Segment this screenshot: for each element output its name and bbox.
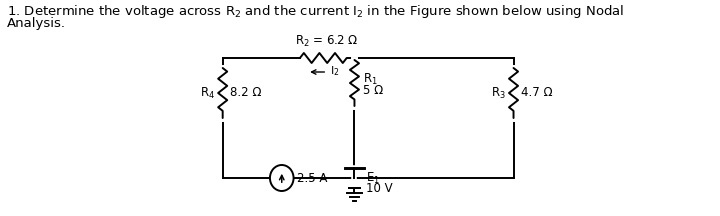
Text: R$_2$ = 6.2 Ω: R$_2$ = 6.2 Ω: [295, 34, 359, 49]
Text: 8.2 Ω: 8.2 Ω: [230, 86, 261, 100]
Text: I$_2$: I$_2$: [330, 64, 339, 78]
Text: 2.5 A: 2.5 A: [297, 172, 328, 184]
Text: E$_1$: E$_1$: [366, 170, 380, 186]
Text: R$_3$: R$_3$: [492, 86, 506, 101]
Text: 5 Ω: 5 Ω: [363, 84, 383, 97]
Text: R$_4$: R$_4$: [200, 86, 215, 101]
Text: R$_1$: R$_1$: [363, 71, 377, 87]
Text: 10 V: 10 V: [366, 181, 393, 194]
Text: 4.7 Ω: 4.7 Ω: [521, 86, 552, 100]
Circle shape: [270, 165, 294, 191]
Text: 1. Determine the voltage across R$_2$ and the current I$_2$ in the Figure shown : 1. Determine the voltage across R$_2$ an…: [7, 3, 625, 20]
Text: Analysis.: Analysis.: [7, 17, 66, 30]
